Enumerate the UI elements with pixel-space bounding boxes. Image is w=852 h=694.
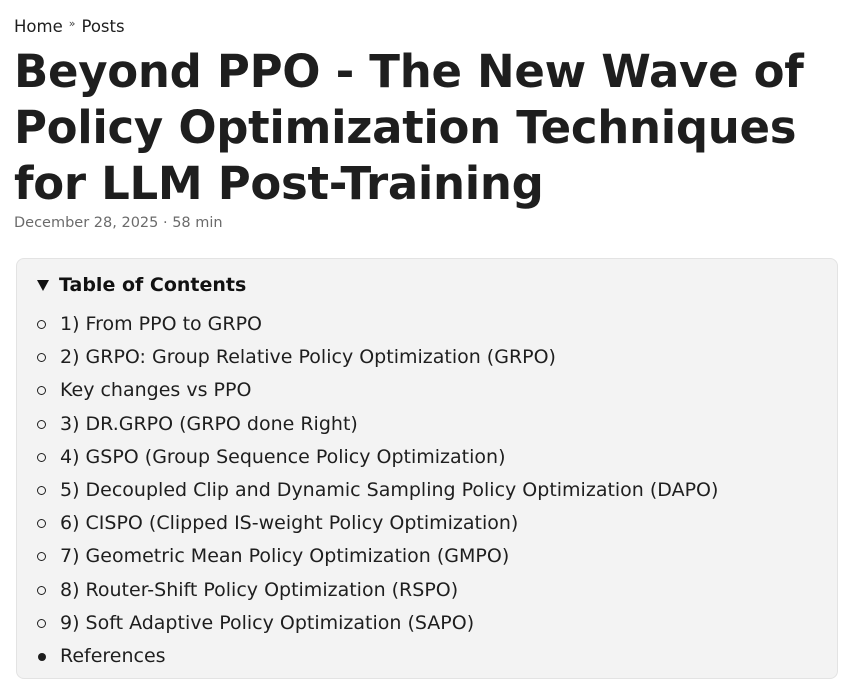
circle-bullet-icon — [37, 386, 46, 396]
toc-item: 6) CISPO (Clipped IS-weight Policy Optim… — [17, 507, 718, 540]
toc-item: 7) Geometric Mean Policy Optimization (G… — [17, 540, 718, 573]
toc-item: 9) Soft Adaptive Policy Optimization (SA… — [17, 607, 718, 640]
breadcrumb-posts-link[interactable]: Posts — [81, 17, 125, 36]
toc-link[interactable]: 8) Router-Shift Policy Optimization (RSP… — [60, 578, 459, 601]
toc-item: 5) Decoupled Clip and Dynamic Sampling P… — [17, 474, 718, 507]
toc-item: References — [17, 640, 718, 673]
toc-link[interactable]: 4) GSPO (Group Sequence Policy Optimizat… — [60, 445, 506, 468]
toc-link[interactable]: 2) GRPO: Group Relative Policy Optimizat… — [60, 346, 556, 369]
toc-list: 1) From PPO to GRPO 2) GRPO: Group Relat… — [17, 308, 718, 673]
toc-item: 4) GSPO (Group Sequence Policy Optimizat… — [17, 441, 718, 474]
toc-link[interactable]: 5) Decoupled Clip and Dynamic Sampling P… — [60, 478, 719, 501]
toc-item: Key changes vs PPO — [17, 374, 718, 407]
circle-bullet-icon — [37, 585, 46, 595]
circle-bullet-icon — [37, 452, 46, 462]
post-meta: December 28, 2025 · 58 min — [14, 215, 223, 231]
page-title: Beyond PPO - The New Wave of Policy Opti… — [14, 45, 804, 210]
toc-item: 2) GRPO: Group Relative Policy Optimizat… — [17, 341, 718, 374]
circle-bullet-icon — [37, 519, 46, 529]
toc-item: 1) From PPO to GRPO — [17, 308, 718, 341]
breadcrumb: Home » Posts — [14, 16, 125, 38]
circle-bullet-icon — [37, 485, 46, 495]
table-of-contents: Table of Contents 1) From PPO to GRPO 2)… — [16, 258, 838, 679]
toc-link[interactable]: References — [60, 644, 166, 667]
breadcrumb-home-link[interactable]: Home — [14, 17, 63, 36]
toc-title: Table of Contents — [59, 274, 247, 296]
circle-bullet-icon — [37, 618, 46, 628]
toc-item: 3) DR.GRPO (GRPO done Right) — [17, 408, 718, 441]
disc-bullet-icon — [38, 652, 46, 661]
circle-bullet-icon — [37, 320, 46, 329]
toc-link[interactable]: 9) Soft Adaptive Policy Optimization (SA… — [60, 611, 475, 634]
disclosure-triangle-icon — [37, 279, 49, 291]
toc-item: 8) Router-Shift Policy Optimization (RSP… — [17, 574, 718, 607]
toc-link[interactable]: Key changes vs PPO — [60, 379, 252, 402]
toc-link[interactable]: 7) Geometric Mean Policy Optimization (G… — [60, 545, 510, 568]
toc-toggle[interactable]: Table of Contents — [37, 273, 246, 297]
breadcrumb-separator: » — [68, 17, 76, 30]
toc-link[interactable]: 3) DR.GRPO (GRPO done Right) — [60, 412, 358, 435]
toc-link[interactable]: 1) From PPO to GRPO — [60, 313, 263, 335]
toc-link[interactable]: 6) CISPO (Clipped IS-weight Policy Optim… — [60, 512, 519, 535]
circle-bullet-icon — [37, 419, 46, 429]
circle-bullet-icon — [37, 552, 46, 562]
circle-bullet-icon — [37, 353, 46, 363]
